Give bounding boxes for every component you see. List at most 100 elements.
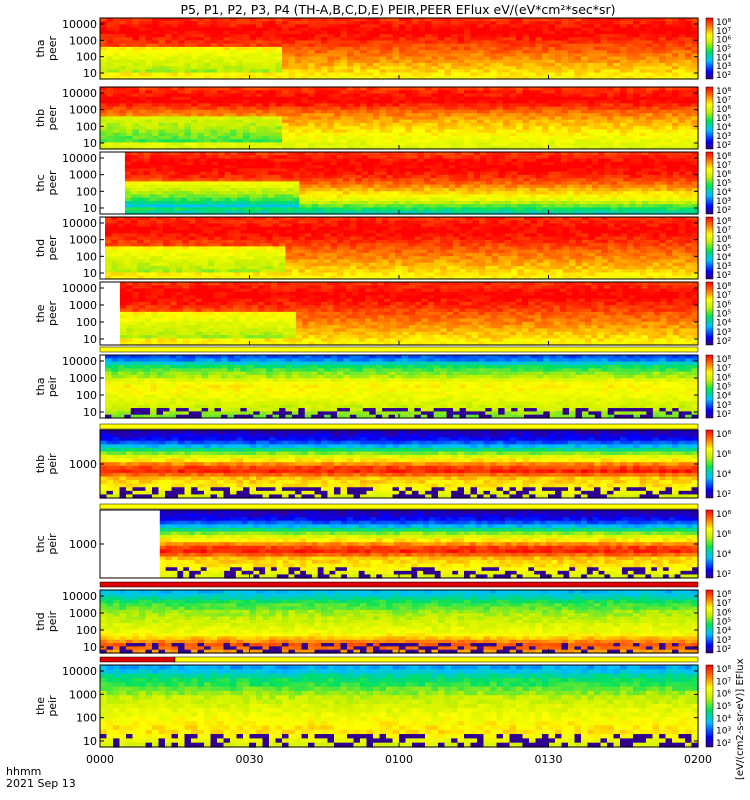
heatmap-cell: [282, 37, 290, 42]
heatmap-cell: [386, 87, 394, 91]
heatmap-cell: [152, 69, 160, 74]
heatmap-cell: [262, 62, 270, 67]
heatmap-cell: [457, 72, 465, 77]
heatmap-cell: [574, 40, 582, 45]
heatmap-cell: [412, 59, 420, 64]
heatmap-cell: [535, 43, 543, 48]
heatmap-cell: [483, 24, 491, 29]
heatmap-cell: [327, 113, 335, 117]
heatmap-cell: [600, 40, 608, 45]
heatmap-cell: [100, 122, 108, 127]
heatmap-cell: [204, 135, 212, 140]
heatmap-cell: [425, 40, 433, 45]
heatmap-cell: [451, 40, 459, 45]
heatmap-cell: [548, 21, 556, 26]
heatmap-cell: [425, 90, 433, 95]
heatmap-cell: [490, 90, 498, 95]
heatmap-cell: [457, 37, 465, 42]
heatmap-cell: [288, 56, 296, 61]
heatmap-cell: [113, 106, 121, 111]
heatmap-cell: [223, 43, 231, 48]
heatmap-cell: [477, 119, 485, 124]
heatmap-cell: [204, 24, 212, 29]
heatmap-cell: [470, 96, 478, 101]
heatmap-cell: [639, 30, 647, 35]
heatmap-cell: [444, 132, 452, 137]
heatmap-cell: [600, 34, 608, 38]
heatmap-cell: [145, 129, 153, 134]
heatmap-cell: [301, 139, 309, 144]
heatmap-cell: [249, 132, 257, 137]
heatmap-cell: [451, 69, 459, 74]
heatmap-cell: [431, 109, 439, 114]
heatmap-cell: [282, 132, 290, 137]
heatmap-cell: [132, 87, 140, 91]
heatmap-cell: [392, 119, 400, 124]
heatmap-cell: [217, 132, 225, 137]
heatmap-cell: [379, 135, 387, 140]
heatmap-cell: [197, 129, 205, 134]
heatmap-cell: [477, 37, 485, 42]
heatmap-cell: [217, 96, 225, 101]
heatmap-cell: [191, 116, 199, 121]
heatmap-cell: [295, 40, 303, 45]
heatmap-cell: [353, 116, 361, 121]
heatmap-cell: [197, 46, 205, 51]
heatmap-cell: [100, 113, 108, 117]
heatmap-cell: [171, 122, 179, 127]
heatmap-cell: [178, 116, 186, 121]
heatmap-cell: [256, 119, 264, 124]
heatmap-cell: [529, 34, 537, 38]
heatmap-cell: [652, 72, 660, 77]
heatmap-cell: [100, 116, 108, 121]
heatmap-cell: [106, 75, 114, 80]
heatmap-cell: [334, 129, 342, 134]
heatmap-cell: [301, 145, 309, 150]
heatmap-cell: [132, 43, 140, 48]
y-tick-label: 10: [83, 67, 97, 80]
heatmap-cell: [152, 90, 160, 95]
heatmap-cell: [529, 50, 537, 54]
heatmap-cell: [132, 53, 140, 58]
heatmap-cell: [347, 142, 355, 147]
heatmap-cell: [477, 113, 485, 117]
heatmap-cell: [464, 56, 472, 61]
heatmap-cell: [483, 93, 491, 98]
heatmap-cell: [418, 132, 426, 137]
heatmap-cell: [418, 56, 426, 61]
heatmap-cell: [633, 18, 641, 22]
heatmap-cell: [178, 109, 186, 114]
heatmap-cell: [223, 116, 231, 121]
heatmap-cell: [392, 43, 400, 48]
heatmap-cell: [360, 100, 368, 104]
heatmap-cell: [366, 126, 374, 131]
heatmap-cell: [594, 72, 602, 77]
heatmap-cell: [165, 50, 173, 54]
heatmap-cell: [405, 142, 413, 147]
heatmap-cell: [236, 109, 244, 114]
heatmap-cell: [457, 116, 465, 121]
heatmap-cell: [431, 37, 439, 42]
heatmap-cell: [477, 75, 485, 80]
heatmap-cell: [405, 135, 413, 140]
heatmap-cell: [210, 50, 218, 54]
heatmap-cell: [314, 132, 322, 137]
heatmap-cell: [633, 37, 641, 42]
heatmap-cell: [535, 40, 543, 45]
heatmap-cell: [600, 53, 608, 58]
heatmap-cell: [418, 87, 426, 91]
heatmap-cell: [126, 62, 134, 67]
heatmap-cell: [347, 75, 355, 80]
heatmap-cell: [132, 119, 140, 124]
heatmap-cell: [477, 18, 485, 22]
heatmap-cell: [392, 142, 400, 147]
heatmap-cell: [171, 135, 179, 140]
heatmap-cell: [353, 27, 361, 32]
heatmap-cell: [535, 21, 543, 26]
heatmap-cell: [529, 75, 537, 80]
heatmap-cell: [249, 34, 257, 38]
heatmap-cell: [178, 53, 186, 58]
heatmap-cell: [412, 132, 420, 137]
heatmap-cell: [217, 21, 225, 26]
heatmap-cell: [119, 46, 127, 51]
